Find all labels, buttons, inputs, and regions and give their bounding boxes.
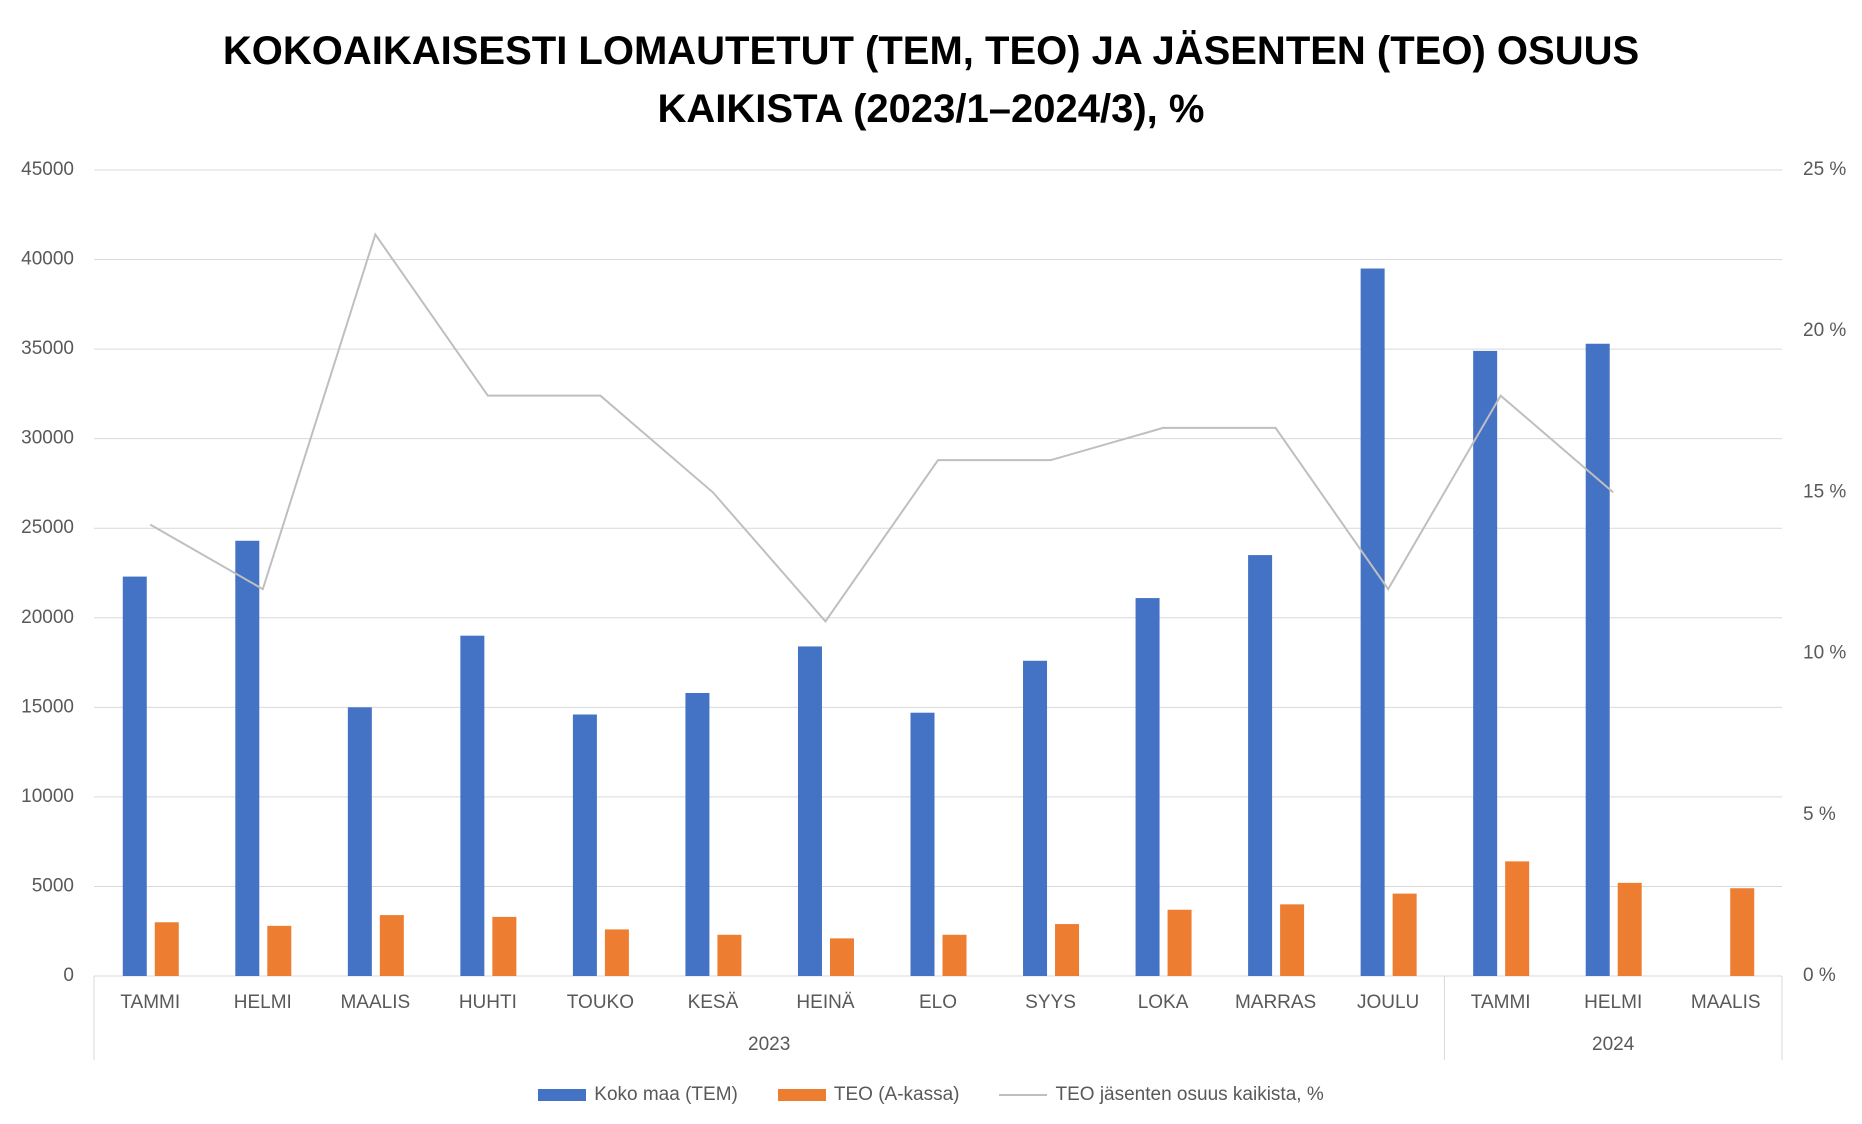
bar bbox=[1280, 904, 1305, 976]
y-tick-label: 10000 bbox=[21, 786, 74, 807]
chart-title: KOKOAIKAISESTI LOMAUTETUT (TEM, TEO) JA … bbox=[222, 29, 1640, 131]
bar bbox=[154, 922, 179, 976]
bar bbox=[572, 714, 597, 976]
y2-tick-label: 5 % bbox=[1803, 804, 1836, 825]
x-tick-label: HELMI bbox=[234, 992, 292, 1013]
bar bbox=[492, 916, 517, 976]
bar bbox=[1248, 555, 1273, 976]
y-tick-label: 25000 bbox=[21, 517, 74, 538]
x-tick-label: KESÄ bbox=[688, 992, 739, 1013]
bar bbox=[1167, 909, 1192, 976]
legend-item: TEO (A-kassa) bbox=[777, 1084, 960, 1106]
x-tick-label: JOULU bbox=[1357, 992, 1419, 1013]
y-tick-label: 0 bbox=[63, 965, 74, 986]
legend-swatch bbox=[777, 1089, 826, 1101]
y-tick-label: 40000 bbox=[21, 249, 74, 270]
bar bbox=[267, 925, 292, 976]
bar bbox=[1730, 888, 1755, 976]
bar bbox=[1617, 882, 1642, 976]
y-tick-label: 35000 bbox=[21, 338, 74, 359]
x-tick-label: ELO bbox=[919, 992, 957, 1013]
bar bbox=[942, 934, 967, 976]
x-tick-label: HUHTI bbox=[459, 992, 517, 1013]
bar bbox=[460, 635, 485, 976]
x-tick-label: MAALIS bbox=[1691, 992, 1761, 1013]
bar bbox=[235, 540, 260, 976]
x-tick-label: TOUKO bbox=[567, 992, 634, 1013]
bar bbox=[1392, 893, 1417, 976]
legend-label: TEO jäsenten osuus kaikista, % bbox=[1055, 1084, 1324, 1105]
legend: Koko maa (TEM) TEO (A-kassa) TEO jäsenten … bbox=[0, 1084, 1862, 1106]
y-tick-label: 5000 bbox=[32, 875, 74, 896]
x-tick-label: HELMI bbox=[1584, 992, 1642, 1013]
bar bbox=[1055, 924, 1080, 976]
bar bbox=[1505, 861, 1530, 976]
bar bbox=[379, 915, 404, 976]
bar bbox=[685, 693, 710, 976]
bar bbox=[829, 938, 854, 976]
y-tick-label: 15000 bbox=[21, 696, 74, 717]
group-label: 2023 bbox=[748, 1034, 790, 1055]
x-tick-label: MARRAS bbox=[1235, 992, 1316, 1013]
bar bbox=[1585, 343, 1610, 976]
legend-swatch bbox=[999, 1094, 1048, 1096]
bar bbox=[797, 646, 822, 976]
y-tick-label: 30000 bbox=[21, 428, 74, 449]
bar bbox=[347, 707, 372, 976]
bar bbox=[604, 929, 629, 976]
x-tick-label: TAMMI bbox=[1471, 992, 1531, 1013]
y-tick-label: 20000 bbox=[21, 607, 74, 628]
bar bbox=[122, 576, 147, 976]
y2-tick-label: 20 % bbox=[1803, 320, 1846, 341]
bar bbox=[1473, 350, 1498, 976]
x-tick-label: TAMMI bbox=[120, 992, 180, 1013]
x-tick-label: MAALIS bbox=[340, 992, 410, 1013]
x-tick-label: LOKA bbox=[1138, 992, 1189, 1013]
y2-tick-label: 10 % bbox=[1803, 643, 1846, 664]
x-tick-label: SYYS bbox=[1025, 992, 1076, 1013]
legend-swatch bbox=[538, 1089, 587, 1101]
y2-tick-label: 15 % bbox=[1803, 481, 1846, 502]
y-tick-label: 45000 bbox=[21, 159, 74, 180]
legend-item: Koko maa (TEM) bbox=[538, 1084, 738, 1106]
bar bbox=[1023, 660, 1048, 976]
x-tick-label: HEINÄ bbox=[796, 992, 854, 1013]
bar bbox=[1360, 268, 1385, 976]
legend-item: TEO jäsenten osuus kaikista, % bbox=[999, 1084, 1324, 1106]
legend-label: Koko maa (TEM) bbox=[594, 1084, 738, 1105]
group-label: 2024 bbox=[1592, 1034, 1635, 1055]
y2-tick-label: 25 % bbox=[1803, 159, 1846, 180]
bar bbox=[1135, 598, 1160, 976]
bar bbox=[717, 934, 742, 976]
y2-tick-label: 0 % bbox=[1803, 965, 1836, 986]
line bbox=[149, 232, 1614, 623]
bar bbox=[910, 712, 935, 976]
legend-label: TEO (A-kassa) bbox=[833, 1084, 960, 1105]
